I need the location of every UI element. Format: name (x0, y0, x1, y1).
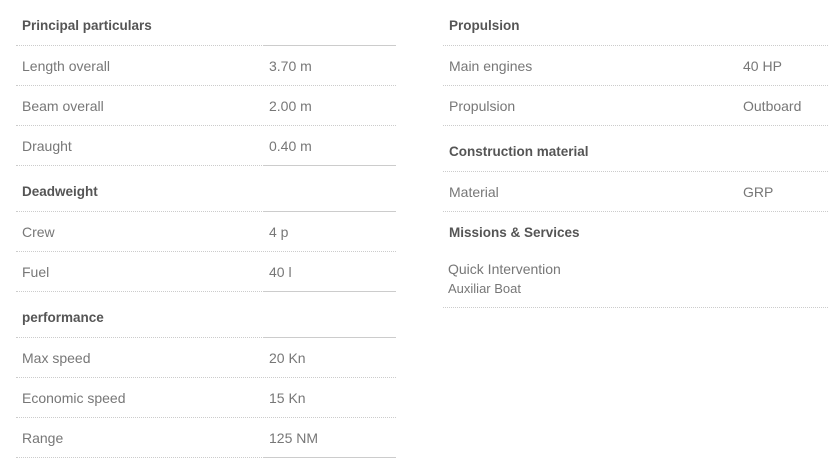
spec-value: 125 NM (269, 430, 319, 446)
mission-item: Quick Intervention (448, 261, 561, 277)
spec-value: 15 Kn (269, 390, 306, 406)
section-title: performance (16, 292, 396, 338)
spec-row: Material GRP (443, 172, 828, 212)
spec-label: Material (449, 184, 499, 200)
spec-value: Outboard (743, 98, 802, 114)
spec-value: 4 p (269, 224, 289, 240)
spec-row: Economic speed 15 Kn (16, 378, 396, 418)
section-title: Deadweight (16, 166, 396, 212)
spec-label: Beam overall (22, 98, 104, 114)
spec-value: 2.00 m (269, 98, 312, 114)
spec-label: Max speed (22, 350, 91, 366)
spec-row: Max speed 20 Kn (16, 338, 396, 378)
mission-item: Auxiliar Boat (448, 281, 521, 296)
spec-label: Propulsion (449, 98, 516, 114)
section-title: Construction material (443, 126, 828, 172)
spec-row: Range 125 NM (16, 418, 396, 458)
spec-value: GRP (743, 184, 774, 200)
spec-value: 3.70 m (269, 58, 312, 74)
section-title: Missions & Services (443, 212, 828, 252)
spec-label: Range (22, 430, 64, 446)
section-title-text: Missions & Services (449, 225, 580, 240)
spec-row: Fuel 40 l (16, 252, 396, 292)
spec-value: 0.40 m (269, 138, 312, 154)
spec-row: Length overall 3.70 m (16, 46, 396, 86)
section-title: Principal particulars (16, 0, 396, 46)
spec-label: Length overall (22, 58, 110, 74)
section-title: Propulsion (443, 0, 828, 46)
spec-label: Main engines (449, 58, 533, 74)
left-specs-column: Principal particulars Length overall 3.70… (16, 0, 396, 458)
spec-label: Economic speed (22, 390, 126, 406)
spec-row: Draught 0.40 m (16, 126, 396, 166)
spec-label: Draught (22, 138, 72, 154)
spec-row: Propulsion Outboard (443, 86, 828, 126)
spec-row: Beam overall 2.00 m (16, 86, 396, 126)
spec-label: Crew (22, 224, 55, 240)
spec-value: 40 HP (743, 58, 782, 74)
spec-value: 40 l (269, 264, 292, 280)
spec-row: Crew 4 p (16, 212, 396, 252)
spec-label: Fuel (22, 264, 50, 280)
right-specs-column: Propulsion Main engines 40 HP Propulsion O… (443, 0, 828, 308)
spec-value: 20 Kn (269, 350, 306, 366)
missions-list: Quick Intervention Auxiliar Boat (443, 252, 828, 308)
spec-row: Main engines 40 HP (443, 46, 828, 86)
